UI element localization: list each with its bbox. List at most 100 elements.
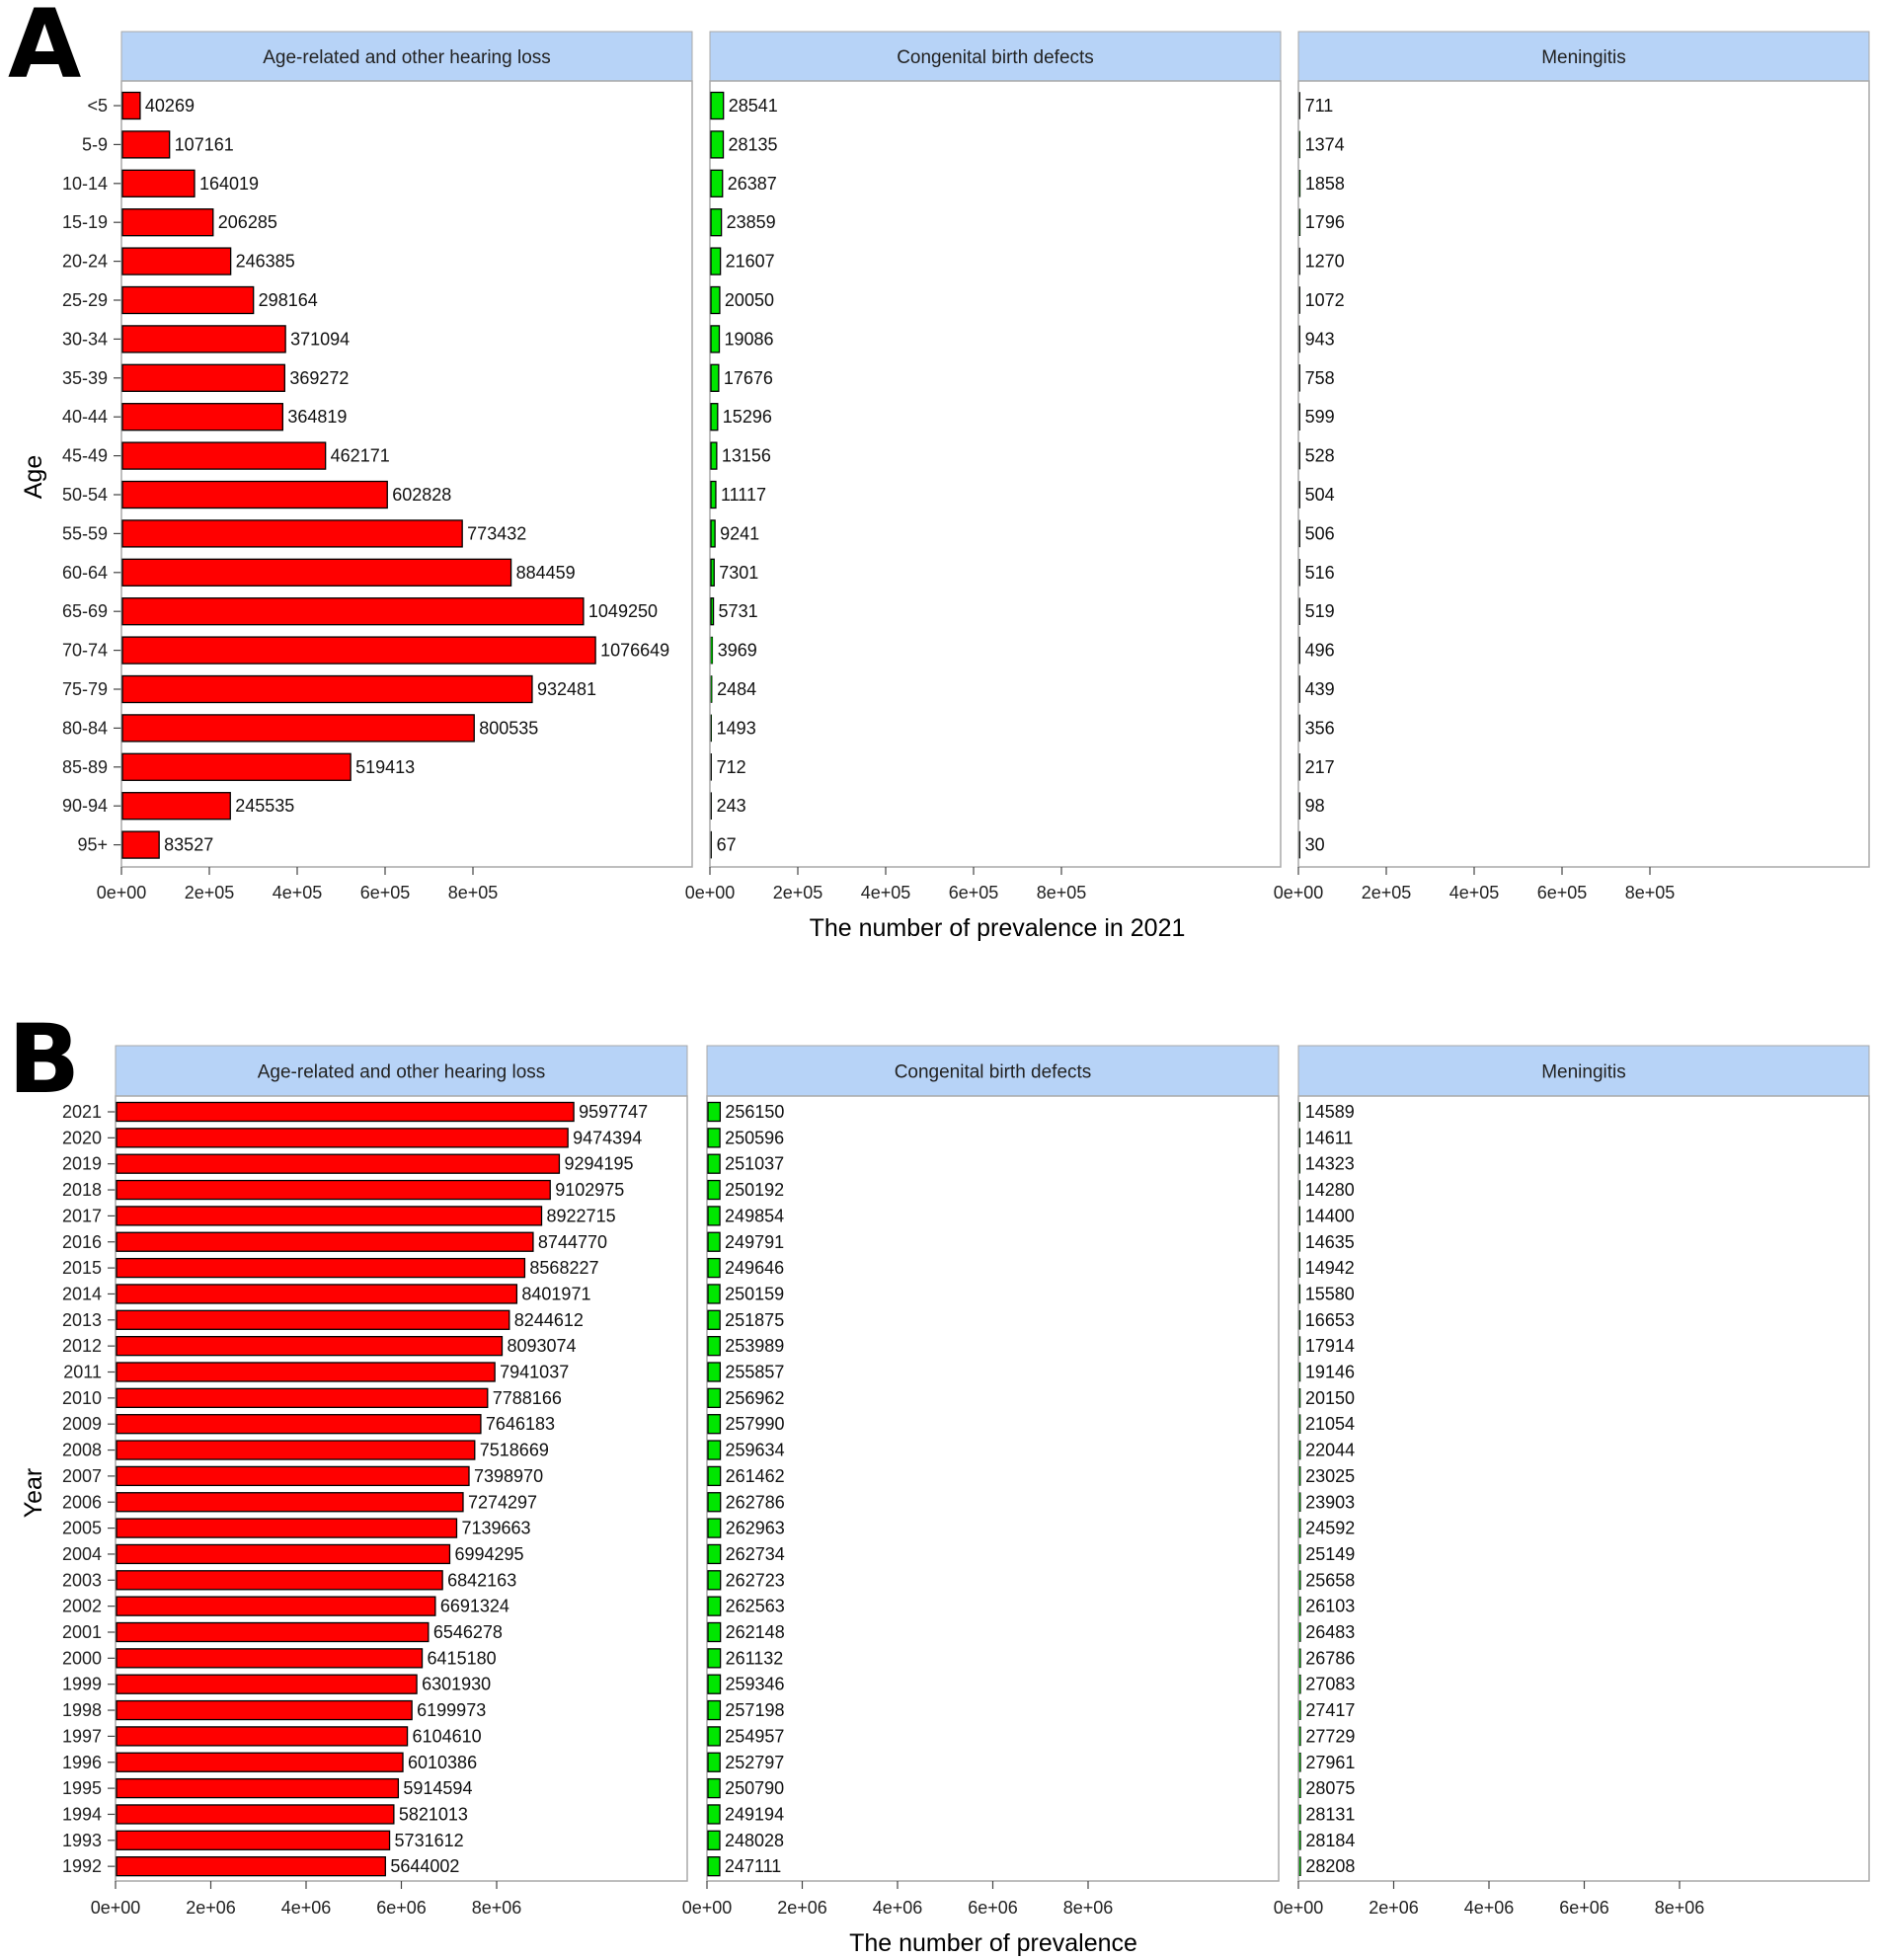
- panel-b-category-label-2011: 2011: [63, 1363, 102, 1382]
- panel-b-facet-meningitis: Meningitis 14589 14611 14323 14280 14400 14635…: [1274, 1045, 1870, 1918]
- panel-b-facet-congenital-birth-defects-bar-2018: [707, 1179, 721, 1201]
- panel-a-facet-age-related-and-other-hearing-loss-value-label-30-34: 371094: [290, 329, 350, 349]
- panel-b-facet-age-related-and-other-hearing-loss-x-tick-label: 4e+06: [281, 1898, 332, 1918]
- panel-b-facet-age-related-and-other-hearing-loss-bar-1996: [116, 1752, 404, 1772]
- panel-a-facet-congenital-birth-defects-value-label-55-59: 9241: [720, 523, 759, 543]
- panel-b-facet-congenital-birth-defects-bar-2010: [707, 1387, 722, 1408]
- panel-b-facet-meningitis-value-label-1999: 27083: [1305, 1675, 1355, 1694]
- panel-b-facet-meningitis-bar-2015: [1298, 1258, 1301, 1278]
- panel-b-letter: B: [8, 1004, 80, 1115]
- panel-b-facet-congenital-birth-defects-value-label-1993: 248028: [725, 1831, 784, 1850]
- panel-a-facet-meningitis-value-label-65-69: 519: [1305, 601, 1335, 621]
- panel-b-facet-meningitis-value-label-2002: 26103: [1305, 1597, 1355, 1616]
- panel-a-facet-congenital-birth-defects-bar-5: [710, 91, 725, 120]
- panel-a-facet-meningitis-value-label-50-54: 504: [1305, 485, 1335, 505]
- panel-b-facet-congenital-birth-defects-value-label-1999: 259346: [726, 1675, 785, 1694]
- panel-b-facet-age-related-and-other-hearing-loss-value-label-1998: 6199973: [417, 1700, 486, 1720]
- panel-b-facet-age-related-and-other-hearing-loss-x-tick-label: 2e+06: [186, 1898, 236, 1918]
- panel-a-facet-meningitis: Meningitis 711 1374 1858 1796 1270 1072 943 758 5…: [1274, 31, 1870, 902]
- panel-b-facet-congenital-birth-defects-value-label-1992: 247111: [725, 1856, 781, 1876]
- panel-a-facet-congenital-birth-defects-x-tick-label: 6e+05: [949, 883, 999, 902]
- panel-b-facet-age-related-and-other-hearing-loss-value-label-2003: 6842163: [447, 1570, 516, 1590]
- panel-b-facet-congenital-birth-defects-value-label-2021: 256150: [725, 1102, 784, 1122]
- panel-b-category-label-2000: 2000: [62, 1648, 102, 1668]
- panel-a-facet-age-related-and-other-hearing-loss-bar-45-49: [121, 441, 327, 470]
- panel-b-category-label-2005: 2005: [62, 1519, 102, 1538]
- panel-a-facet-age-related-and-other-hearing-loss-bar-65-69: [121, 597, 585, 626]
- panel-a-facet-congenital-birth-defects-bar-35-39: [710, 363, 720, 392]
- panel-b-facet-meningitis-bar-2007: [1298, 1466, 1301, 1486]
- panel-a-facet-congenital-birth-defects-bar-20-24: [710, 247, 722, 275]
- panel-b-category-label-1994: 1994: [62, 1804, 102, 1824]
- panel-b-facet-meningitis-bar-2009: [1298, 1414, 1301, 1434]
- panel-b-category-label-2019: 2019: [62, 1154, 102, 1174]
- panel-b-facet-meningitis-strip: [1297, 1045, 1870, 1097]
- panel-a-category-label-65-69: 65-69: [62, 601, 108, 621]
- panel-b-facet-age-related-and-other-hearing-loss-bar-2008: [116, 1440, 476, 1460]
- panel-b-facet-meningitis-value-label-2016: 14635: [1305, 1232, 1355, 1252]
- panel-a-facet-age-related-and-other-hearing-loss-value-label-40-44: 364819: [287, 407, 347, 427]
- panel-a-facet-congenital-birth-defects-value-label-50-54: 11117: [721, 485, 766, 505]
- panel-a-facet-meningitis-bar-70-74: [1298, 636, 1300, 665]
- panel-a-facet-age-related-and-other-hearing-loss-bar-10-14: [121, 169, 196, 197]
- panel-a-facet-congenital-birth-defects-value-label-10-14: 26387: [728, 174, 777, 194]
- panel-a-facet-congenital-birth-defects-value-label-40-44: 15296: [723, 407, 772, 427]
- panel-a-facet-age-related-and-other-hearing-loss-value-label-60-64: 884459: [516, 563, 576, 583]
- panel-a-facet-age-related-and-other-hearing-loss-value-label-10-14: 164019: [199, 174, 259, 194]
- panel-b-facet-congenital-birth-defects-value-label-1996: 252797: [725, 1753, 784, 1772]
- panel-b-category-label-2016: 2016: [62, 1232, 102, 1252]
- panel-b-facet-meningitis-value-label-2017: 14400: [1305, 1206, 1355, 1225]
- panel-b-facet-meningitis-bar-2003: [1298, 1570, 1301, 1591]
- panel-b-facet-meningitis-bar-2008: [1298, 1440, 1301, 1460]
- panel-b-facet-meningitis-bar-2016: [1298, 1231, 1301, 1252]
- panel-b-facet-meningitis-title: Meningitis: [1541, 1062, 1626, 1083]
- panel-b-facet-age-related-and-other-hearing-loss-bar-2017: [116, 1206, 543, 1226]
- panel-b-facet-congenital-birth-defects-value-label-2001: 262148: [726, 1622, 785, 1642]
- panel-b-facet-meningitis-bar-2010: [1298, 1388, 1301, 1408]
- panel-a-category-label-5-9: 5-9: [82, 134, 108, 154]
- panel-b-facet-congenital-birth-defects-value-label-1994: 249194: [725, 1804, 784, 1824]
- panel-b-facet-age-related-and-other-hearing-loss-value-label-2012: 8093074: [507, 1336, 576, 1356]
- panel-b-facet-age-related-and-other-hearing-loss-bar-2016: [116, 1231, 534, 1252]
- panel-b-facet-congenital-birth-defects-bar-2016: [707, 1231, 721, 1252]
- panel-b-facet-age-related-and-other-hearing-loss-bar-2011: [116, 1362, 496, 1382]
- panel-b-facet-age-related-and-other-hearing-loss-value-label-2004: 6994295: [454, 1544, 523, 1564]
- panel-b-facet-age-related-and-other-hearing-loss-value-label-1993: 5731612: [395, 1831, 464, 1850]
- panel-a-facet-age-related-and-other-hearing-loss-value-label-35-39: 369272: [289, 368, 349, 388]
- panel-b-facet-meningitis-bar-2018: [1298, 1180, 1300, 1200]
- panel-b-facet-congenital-birth-defects-x-tick-label: 0e+00: [682, 1898, 733, 1918]
- panel-b-facet-congenital-birth-defects-bar-2001: [707, 1621, 722, 1643]
- panel-b-facet-meningitis-plot-frame: [1297, 1095, 1870, 1882]
- panel-b-facet-meningitis-bar-2004: [1298, 1544, 1301, 1564]
- panel-b-category-label-2002: 2002: [62, 1597, 102, 1616]
- panel-a-facet-congenital-birth-defects-bar-65-69: [710, 597, 715, 626]
- panel-b-facet-age-related-and-other-hearing-loss-bar-1993: [116, 1830, 391, 1850]
- panel-b-facet-age-related-and-other-hearing-loss-bar-2007: [116, 1465, 470, 1487]
- panel-a-facet-meningitis-bar-90-94: [1298, 792, 1300, 821]
- panel-b-facet-congenital-birth-defects-bar-2003: [707, 1570, 722, 1591]
- panel-b-facet-meningitis-bar-2000: [1298, 1648, 1301, 1669]
- panel-a-facet-meningitis-strip: [1297, 31, 1870, 82]
- panel-b-facet-meningitis-value-label-1995: 28075: [1305, 1778, 1355, 1798]
- panel-a-facet-meningitis-bar-60-64: [1298, 558, 1300, 587]
- panel-a-facet-congenital-birth-defects-bar-5-9: [710, 130, 725, 159]
- panel-b-category-label-2007: 2007: [62, 1466, 102, 1486]
- panel-b-category-label-2004: 2004: [62, 1544, 102, 1564]
- panel-a-facet-congenital-birth-defects-value-label-75-79: 2484: [717, 679, 756, 699]
- panel-a-facet-meningitis-x-tick-label: 2e+05: [1362, 883, 1412, 902]
- panel-b-facet-meningitis-bar-2002: [1298, 1596, 1301, 1616]
- panel-a-facet-meningitis-bar-30-34: [1298, 325, 1300, 353]
- panel-b-facet-age-related-and-other-hearing-loss-value-label-2011: 7941037: [500, 1363, 569, 1382]
- panel-a-facet-meningitis-value-label-20-24: 1270: [1305, 252, 1345, 272]
- panel-a-facet-age-related-and-other-hearing-loss-plot-frame: [120, 80, 693, 868]
- panel-b-facet-age-related-and-other-hearing-loss-value-label-1996: 6010386: [408, 1753, 477, 1772]
- panel-b-facet-age-related-and-other-hearing-loss-value-label-1995: 5914594: [403, 1778, 472, 1798]
- panel-b-facet-meningitis-value-label-2008: 22044: [1305, 1441, 1355, 1460]
- panel-b-facet-meningitis-value-label-2021: 14589: [1305, 1102, 1355, 1122]
- panel-a-facet-congenital-birth-defects-value-label-30-34: 19086: [724, 329, 773, 349]
- panel-b-facet-congenital-birth-defects-value-label-2008: 259634: [726, 1441, 785, 1460]
- panel-b-facet-congenital-birth-defects-bar-2004: [707, 1543, 722, 1565]
- panel-a-facet-age-related-and-other-hearing-loss-title: Age-related and other hearing loss: [263, 47, 551, 68]
- panel-a-category-label-95: 95+: [77, 835, 108, 855]
- panel-a-facet-congenital-birth-defects-value-label-5: 28541: [729, 96, 778, 116]
